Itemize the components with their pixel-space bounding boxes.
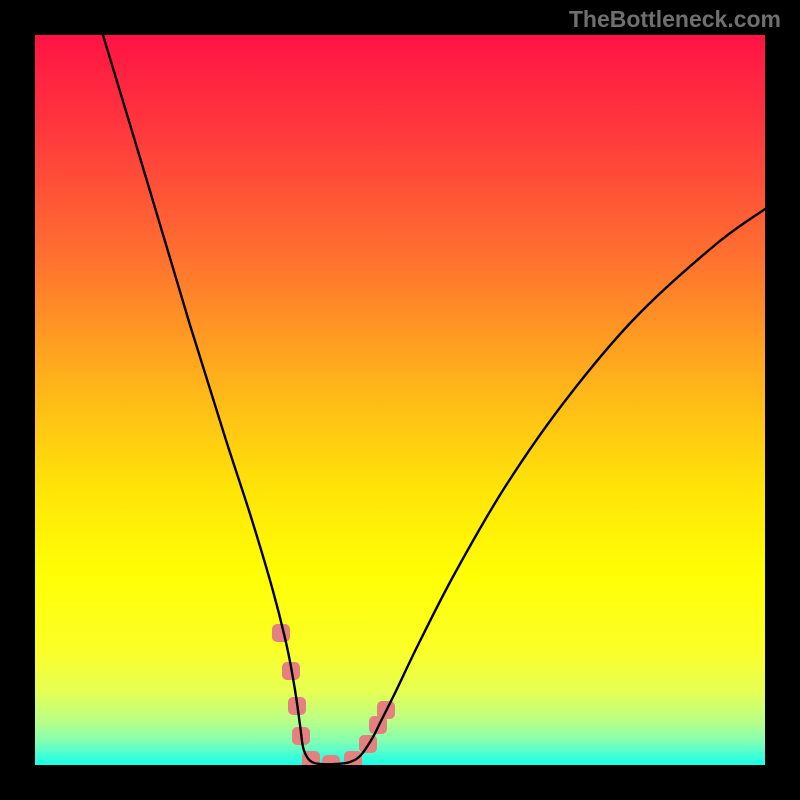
watermark-text: TheBottleneck.com [569,6,781,33]
chart-plot-area [35,35,765,765]
